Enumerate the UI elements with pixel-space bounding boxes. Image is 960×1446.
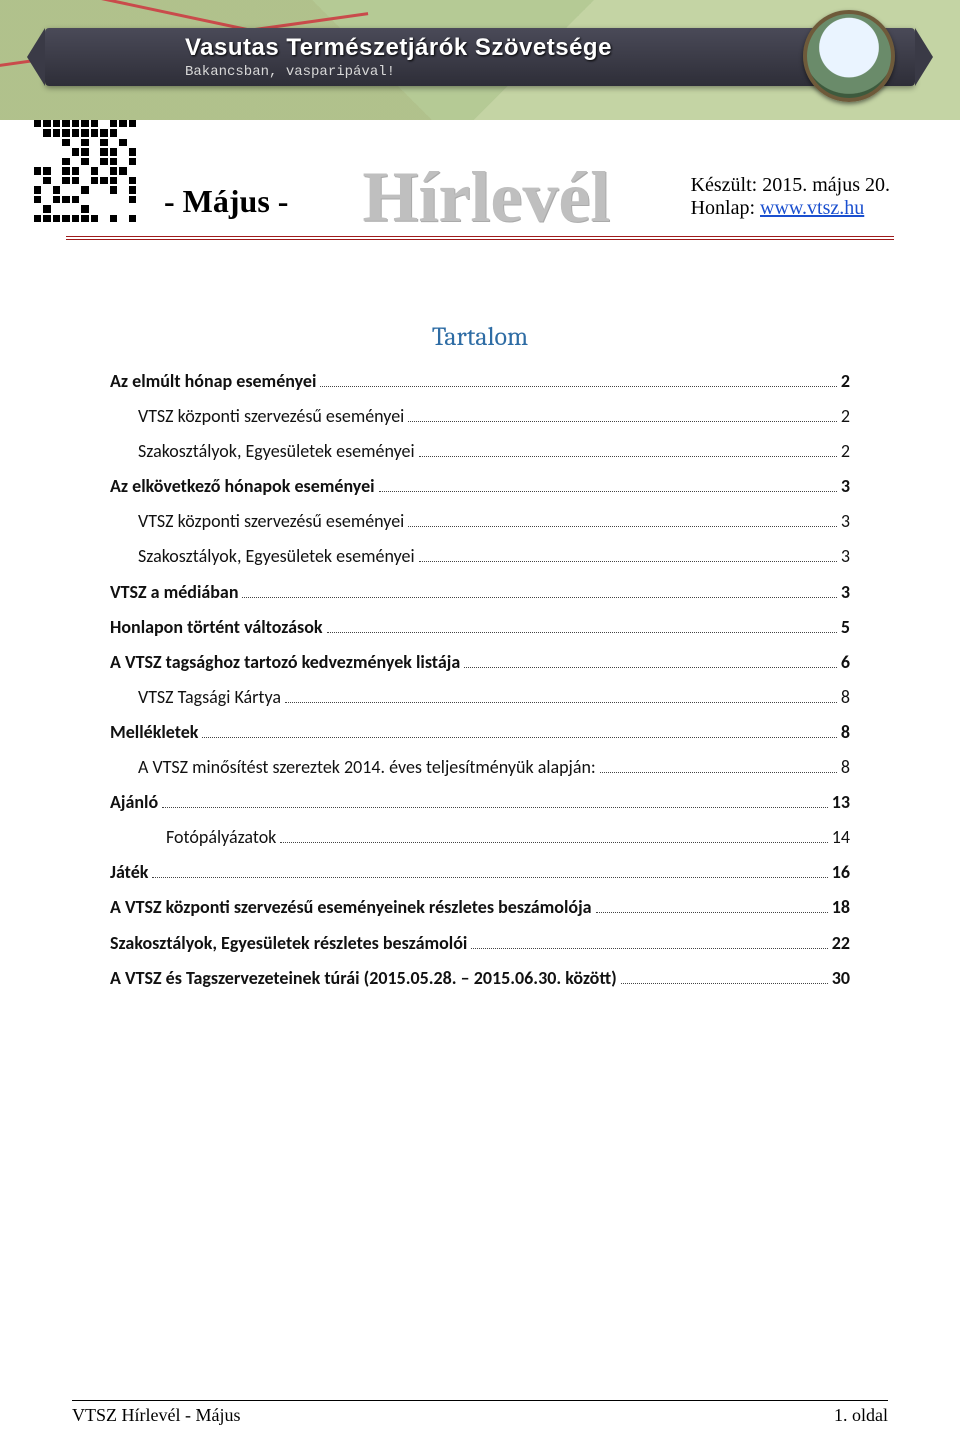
toc-leader-dots [408,526,837,527]
toc-leader-dots [419,561,837,562]
toc-entry-page: 3 [841,504,850,539]
toc-entry-label: A VTSZ minősítést szereztek 2014. éves t… [138,750,596,785]
toc-entry-label: A VTSZ központi szervezésű eseményeinek … [110,890,592,925]
toc-entry[interactable]: Szakosztályok, Egyesületek részletes bes… [110,926,850,961]
toc-entry-page: 13 [832,785,850,820]
toc-entry[interactable]: VTSZ központi szervezésű eseményei 3 [110,504,850,539]
toc-entry[interactable]: A VTSZ és Tagszervezeteinek túrái (2015.… [110,961,850,996]
toc-entry-page: 2 [841,434,850,469]
toc-entry-label: VTSZ központi szervezésű eseményei [138,399,404,434]
org-badge-icon [803,10,895,102]
toc-entry-label: Ajánló [110,785,158,820]
page-footer: VTSZ Hírlevél - Május 1. oldal [72,1400,888,1426]
toc-entry[interactable]: Szakosztályok, Egyesületek eseményei 3 [110,539,850,574]
toc-entry-label: Szakosztályok, Egyesületek részletes bes… [110,926,467,961]
toc-entry[interactable]: A VTSZ minősítést szereztek 2014. éves t… [110,750,850,785]
toc-leader-dots [379,491,837,492]
toc-entry-label: Játék [110,855,148,890]
toc-entry-page: 5 [841,610,850,645]
toc-entry-label: Honlapon történt változások [110,610,323,645]
org-ribbon: Vasutas Természetjárók Szövetsége Bakanc… [45,28,915,86]
toc-entry-page: 8 [841,680,850,715]
toc-entry-label: VTSZ központi szervezésű eseményei [138,504,404,539]
toc-entry-page: 6 [841,645,850,680]
toc-entry-page: 8 [841,750,850,785]
toc-leader-dots [471,948,827,949]
toc-leader-dots [596,912,828,913]
org-name: Vasutas Természetjárók Szövetsége [185,34,612,61]
qr-code-icon [30,116,140,226]
toc-entry[interactable]: A VTSZ központi szervezésű eseményeinek … [110,890,850,925]
toc-leader-dots [242,597,836,598]
toc-entry-page: 2 [841,399,850,434]
newsletter-title: Hírlevél [362,165,610,230]
header-banner: Vasutas Természetjárók Szövetsége Bakanc… [0,0,960,120]
toc-entry-page: 30 [832,961,850,996]
toc-entry[interactable]: VTSZ központi szervezésű eseményei 2 [110,399,850,434]
toc-entry-page: 18 [832,890,850,925]
toc-entry[interactable]: Szakosztályok, Egyesületek eseményei 2 [110,434,850,469]
toc-entry-page: 3 [841,469,850,504]
issue-date: Készült: 2015. május 20. [691,174,890,197]
toc-entry-page: 22 [832,926,850,961]
toc-leader-dots [419,456,837,457]
toc-leader-dots [202,737,836,738]
toc-entry[interactable]: Mellékletek 8 [110,715,850,750]
toc-leader-dots [327,632,837,633]
footer-right: 1. oldal [834,1405,888,1426]
toc-entry-label: Szakosztályok, Egyesületek eseményei [138,539,415,574]
site-link[interactable]: www.vtsz.hu [760,197,864,219]
toc-entry[interactable]: VTSZ a médiában 3 [110,575,850,610]
toc-leader-dots [152,877,827,878]
toc-entry[interactable]: Játék 16 [110,855,850,890]
toc-entry-label: Mellékletek [110,715,198,750]
toc-title: Tartalom [110,322,850,352]
issue-month: - Május - [164,183,288,220]
toc-leader-dots [320,386,836,387]
toc-entry-page: 16 [832,855,850,890]
toc-entry-label: Az elkövetkező hónapok eseményei [110,469,375,504]
toc-entry-label: VTSZ Tagsági Kártya [138,680,281,715]
toc-leader-dots [464,667,837,668]
toc-entry-label: Szakosztályok, Egyesületek eseményei [138,434,415,469]
toc-list: Az elmúlt hónap eseményei2VTSZ központi … [110,364,850,996]
toc-entry-page: 3 [841,575,850,610]
toc-entry-label: Fotópályázatok [166,820,276,855]
toc-leader-dots [408,421,837,422]
toc-entry-label: VTSZ a médiában [110,575,238,610]
footer-left: VTSZ Hírlevél - Május [72,1405,240,1426]
toc-entry-label: A VTSZ és Tagszervezeteinek túrái (2015.… [110,961,617,996]
toc-entry-page: 2 [841,364,850,399]
toc-entry-label: Az elmúlt hónap eseményei [110,364,316,399]
toc-entry[interactable]: Az elmúlt hónap eseményei 2 [110,364,850,399]
site-label: Honlap: [691,197,760,219]
toc-leader-dots [621,983,828,984]
toc-leader-dots [280,842,827,843]
toc-entry[interactable]: Honlapon történt változások 5 [110,610,850,645]
toc-leader-dots [162,807,828,808]
toc-entry[interactable]: Fotópályázatok 14 [110,820,850,855]
toc-entry-label: A VTSZ tagsághoz tartozó kedvezmények li… [110,645,460,680]
toc-entry[interactable]: Ajánló 13 [110,785,850,820]
org-tagline: Bakancsban, vasparipával! [185,64,612,80]
toc-entry[interactable]: VTSZ Tagsági Kártya 8 [110,680,850,715]
toc-entry-page: 14 [832,820,850,855]
toc-leader-dots [600,772,837,773]
toc-leader-dots [285,702,837,703]
toc-entry[interactable]: A VTSZ tagsághoz tartozó kedvezmények li… [110,645,850,680]
toc-entry[interactable]: Az elkövetkező hónapok eseményei 3 [110,469,850,504]
site-line: Honlap: www.vtsz.hu [691,197,890,220]
toc-entry-page: 3 [841,539,850,574]
toc-entry-page: 8 [841,715,850,750]
